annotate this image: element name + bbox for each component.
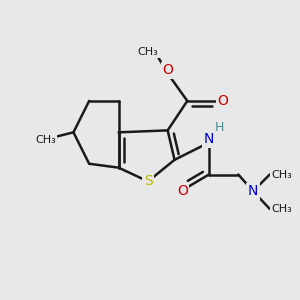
Text: O: O [162, 64, 173, 77]
Text: CH₃: CH₃ [138, 47, 158, 57]
Text: N: N [204, 132, 214, 146]
Text: O: O [177, 184, 188, 198]
Text: S: S [144, 174, 152, 188]
Text: H: H [215, 121, 224, 134]
Text: CH₃: CH₃ [271, 204, 292, 214]
Text: O: O [217, 94, 228, 108]
Text: CH₃: CH₃ [36, 135, 56, 145]
Text: N: N [248, 184, 258, 198]
Text: CH₃: CH₃ [271, 169, 292, 179]
